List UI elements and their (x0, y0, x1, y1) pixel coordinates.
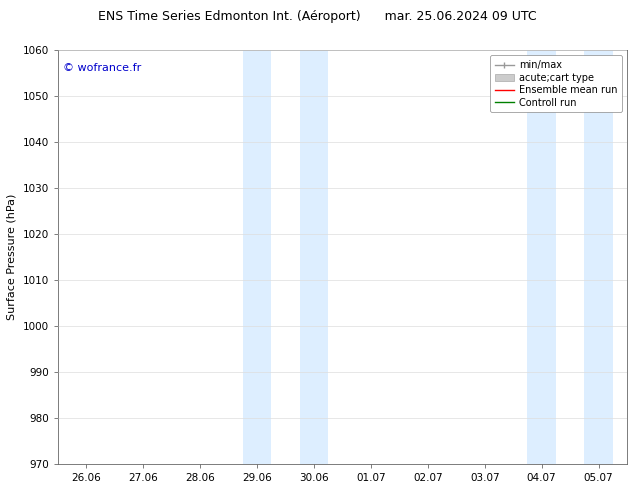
Bar (527, 50, 556, 464)
Bar (300, 50, 328, 464)
Text: © wofrance.fr: © wofrance.fr (63, 63, 142, 73)
Text: ENS Time Series Edmonton Int. (Aéroport)      mar. 25.06.2024 09 UTC: ENS Time Series Edmonton Int. (Aéroport)… (98, 10, 536, 23)
Bar (243, 50, 271, 464)
Bar (585, 50, 613, 464)
Legend: min/max, acute;cart type, Ensemble mean run, Controll run: min/max, acute;cart type, Ensemble mean … (489, 55, 622, 112)
Y-axis label: Surface Pressure (hPa): Surface Pressure (hPa) (7, 194, 17, 320)
